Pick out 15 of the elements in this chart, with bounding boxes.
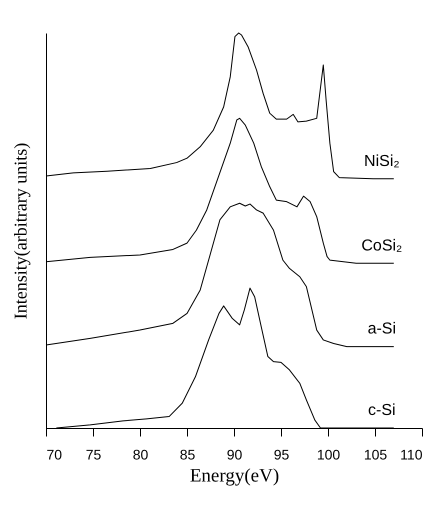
x-tick-label: 75 (86, 446, 102, 462)
x-tick-label: 105 (364, 446, 388, 462)
x-tick-label: 80 (132, 446, 148, 462)
x-tick-label: 110 (400, 446, 423, 462)
x-tick-label: 85 (180, 446, 196, 462)
x-axis-title: Energy(eV) (190, 466, 280, 486)
x-tick-label: 90 (226, 446, 242, 462)
series-label: NiSi₂ (364, 152, 400, 170)
y-axis-title: Intensity(arbitrary units) (10, 142, 30, 320)
series-label: CoSi₂ (361, 237, 402, 254)
x-tick-label: 70 (46, 446, 62, 462)
series-label: c-Si (368, 402, 396, 419)
x-tick-label: 100 (316, 446, 340, 462)
x-tick-label: 95 (274, 446, 290, 462)
series-label: a-Si (368, 320, 396, 338)
